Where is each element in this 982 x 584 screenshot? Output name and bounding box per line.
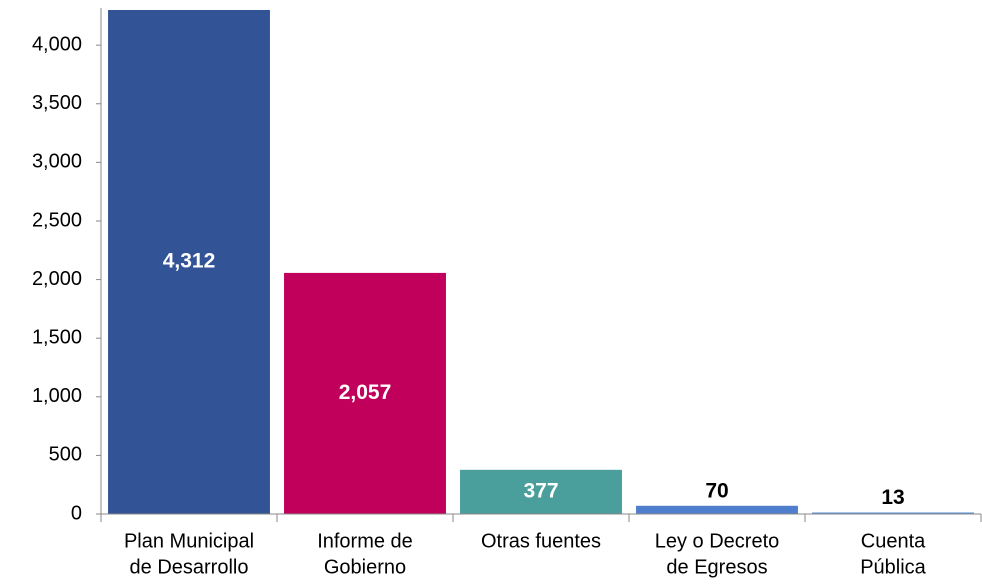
x-tick-label: Otras fuentes (481, 530, 601, 552)
bar (284, 272, 446, 514)
bar (460, 469, 622, 514)
plot-area (108, 10, 974, 515)
y-tick-label: 1,500 (32, 326, 82, 348)
x-tick-label: de Egresos (666, 556, 767, 578)
bar (636, 505, 798, 514)
y-tick-label: 2,000 (32, 268, 82, 290)
data-label: 377 (523, 479, 558, 502)
bar (108, 10, 270, 515)
y-tick-label: 1,000 (32, 385, 82, 407)
bar (812, 512, 974, 514)
y-tick-label: 4,000 (32, 33, 82, 55)
y-tick-label: 3,500 (32, 92, 82, 114)
x-tick-label: Informe de (317, 530, 413, 552)
y-tick-label: 3,000 (32, 151, 82, 173)
x-tick-label: Gobierno (324, 556, 406, 578)
data-label: 13 (881, 486, 904, 509)
x-tick-label: Pública (860, 556, 926, 578)
data-label: 4,312 (163, 250, 216, 273)
data-label: 70 (705, 479, 728, 502)
y-tick-label: 500 (49, 444, 82, 466)
x-tick-label: Ley o Decreto (655, 530, 780, 552)
y-tick-label: 0 (71, 502, 82, 524)
data-label: 2,057 (339, 381, 392, 404)
x-tick-label: de Desarrollo (130, 556, 249, 578)
y-tick-label: 2,500 (32, 209, 82, 231)
x-tick-label: Cuenta (861, 530, 926, 552)
x-tick-label: Plan Municipal (124, 530, 254, 552)
